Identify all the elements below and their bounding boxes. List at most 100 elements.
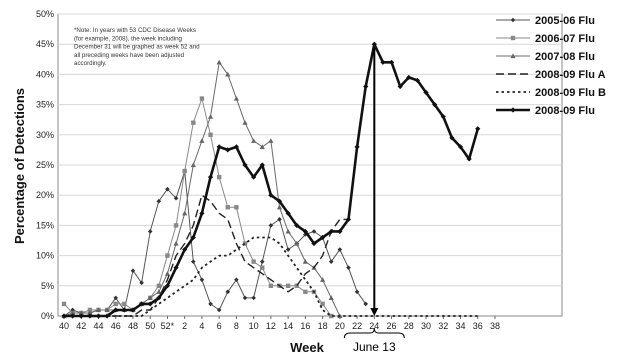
data-point [147,229,153,234]
data-point [138,301,145,307]
data-point [164,283,171,289]
data-point [216,59,222,65]
data-point [113,307,119,313]
data-point [207,114,214,119]
data-point [104,313,110,319]
data-point [87,307,93,313]
x-tick-label: 8 [234,321,239,331]
y-tick-label: 15% [36,220,54,230]
data-point [406,74,412,81]
data-point [216,174,222,180]
data-point [182,246,188,253]
x-tick-label: 48 [128,321,138,331]
data-point [303,232,308,237]
data-point [242,295,248,301]
data-point [251,174,257,180]
data-point [208,301,213,307]
data-point [190,162,196,168]
data-point [233,144,239,150]
data-point [345,216,352,222]
data-point [165,253,170,258]
x-tick-label: 24 [369,321,379,331]
data-point [113,301,118,307]
data-point [78,310,84,316]
data-point [216,307,222,313]
data-point [225,289,231,295]
data-point [285,283,291,288]
note-line: (for example, 2008), the week including [74,35,183,42]
legend: 2005-06 Flu 2006-07 Flu 2007-08 Flu 2008-09… [496,15,606,117]
data-point [285,228,291,234]
data-point [510,17,516,23]
annotation-brace [343,327,405,339]
x-tick-label: 46 [111,321,121,331]
data-point [388,59,395,65]
data-point [191,259,196,264]
legend-entry: 2008-09 Flu A [496,69,606,81]
data-point [363,301,368,307]
data-point [302,228,308,235]
data-point [156,295,162,301]
data-point [122,301,127,307]
x-tick-label: 14 [283,321,293,331]
data-point [233,95,239,101]
data-point [70,307,75,313]
data-point [199,277,205,283]
data-point [147,301,153,307]
x-tick-label: 10 [249,321,259,331]
data-point [242,120,248,125]
annotation-arrowhead [370,308,379,316]
data-point [268,192,274,198]
data-point [251,295,256,301]
data-point [311,229,317,234]
data-point [234,205,239,210]
y-tick-label: 40% [36,69,54,79]
data-point [259,144,265,149]
legend-label: 2007-08 Flu [535,51,595,63]
x-tick-label: 36 [473,321,483,331]
note-line: *Note: In years with 53 CDC Disease Week… [74,27,196,34]
legend-entry: 2006-07 Flu [496,33,595,45]
x-tick-label: 28 [404,321,414,331]
y-tick-label: 0% [41,311,54,321]
data-point [337,247,343,252]
data-point [328,259,334,264]
data-point [457,144,464,150]
data-point [164,271,171,276]
data-point [190,234,196,241]
series-2008-09-flu-a [64,43,479,317]
y-tick-label: 50% [36,9,54,19]
x-tick-label: 2 [182,321,187,331]
legend-entry: 2008-09 Flu B [496,87,606,99]
x-tick-label: 12 [266,321,276,331]
data-point [251,259,256,264]
data-point [173,240,179,246]
series-line [64,43,479,317]
data-point [380,59,386,65]
legend-label: 2008-09 Flu [535,105,595,117]
data-point [354,289,360,295]
annotation-label: June 13 [353,340,396,354]
note-text: *Note: In years with 53 CDC Disease Week… [74,27,200,67]
data-point [207,174,214,180]
y-tick-label: 45% [36,39,54,49]
note-line: accordingly. [74,60,107,67]
x-tick-label: 44 [93,321,103,331]
data-point [432,102,438,108]
data-point [337,228,343,235]
data-point [268,223,274,228]
x-tick-label: 18 [318,321,328,331]
data-point [363,83,369,90]
data-point [346,265,351,270]
data-point [113,295,119,301]
data-point [328,228,334,235]
data-point [242,241,248,246]
data-point [234,277,239,283]
legend-entry: 2007-08 Flu [496,51,595,63]
data-point [182,210,188,216]
legend-label: 2008-09 Flu B [535,87,606,99]
data-point [95,313,102,319]
y-axis-label: Percentage of Detections [12,88,27,244]
data-point [173,223,179,228]
